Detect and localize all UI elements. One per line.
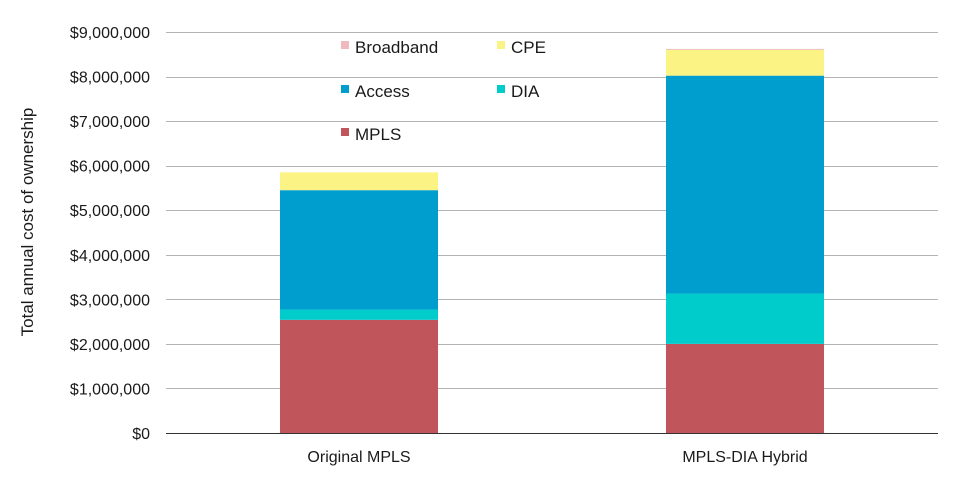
y-axis-tick-labels: $0 $1,000,000 $2,000,000 $3,000,000 $4,000,0… bbox=[70, 25, 150, 443]
x-axis-category-labels: Original MPLS MPLS-DIA Hybrid bbox=[307, 449, 807, 466]
legend-label-mpls: MPLS bbox=[355, 125, 401, 144]
bar-segment-cpe-mpls-dia-hybrid bbox=[666, 49, 824, 76]
bar-segment-access-original-mpls bbox=[280, 190, 438, 310]
legend-swatch-dia bbox=[497, 85, 505, 93]
bar-segment-dia-mpls-dia-hybrid bbox=[666, 293, 824, 344]
legend-swatch-mpls bbox=[341, 128, 349, 136]
legend-label-access: Access bbox=[355, 82, 410, 101]
bar-segment-mpls-original-mpls bbox=[280, 319, 438, 433]
y-tick-label: $5,000,000 bbox=[70, 203, 150, 220]
bar-segment-mpls-mpls-dia-hybrid bbox=[666, 343, 824, 433]
legend-swatch-broadband bbox=[341, 41, 349, 49]
y-tick-label: $9,000,000 bbox=[70, 25, 150, 42]
bar-segment-broadband-mpls-dia-hybrid bbox=[666, 48, 824, 50]
legend-label-cpe: CPE bbox=[511, 38, 546, 57]
y-tick-label: $2,000,000 bbox=[70, 337, 150, 354]
y-axis-title: Total annual cost of ownership bbox=[18, 108, 37, 337]
x-category-label: MPLS-DIA Hybrid bbox=[682, 449, 807, 466]
y-tick-label: $4,000,000 bbox=[70, 248, 150, 265]
legend-label-dia: DIA bbox=[511, 82, 540, 101]
legend-swatch-cpe bbox=[497, 41, 505, 49]
y-tick-label: $0 bbox=[132, 426, 150, 443]
bars bbox=[280, 48, 824, 433]
y-tick-label: $6,000,000 bbox=[70, 159, 150, 176]
x-category-label: Original MPLS bbox=[307, 449, 410, 466]
legend: Broadband CPE Access DIA MPLS bbox=[341, 38, 546, 144]
y-tick-label: $3,000,000 bbox=[70, 292, 150, 309]
bar-segment-access-mpls-dia-hybrid bbox=[666, 75, 824, 294]
y-tick-label: $1,000,000 bbox=[70, 381, 150, 398]
bar-segment-cpe-original-mpls bbox=[280, 172, 438, 191]
bar-segment-dia-original-mpls bbox=[280, 309, 438, 320]
legend-swatch-access bbox=[341, 85, 349, 93]
legend-label-broadband: Broadband bbox=[355, 38, 438, 57]
y-tick-label: $7,000,000 bbox=[70, 114, 150, 131]
y-tick-label: $8,000,000 bbox=[70, 70, 150, 87]
